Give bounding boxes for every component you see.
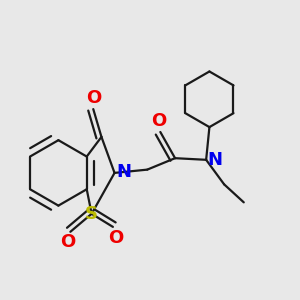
Text: O: O: [60, 233, 75, 251]
Text: O: O: [85, 89, 101, 107]
Text: N: N: [116, 163, 131, 181]
Text: N: N: [208, 151, 223, 169]
Text: S: S: [85, 205, 98, 223]
Text: O: O: [151, 112, 166, 130]
Text: O: O: [108, 229, 123, 247]
